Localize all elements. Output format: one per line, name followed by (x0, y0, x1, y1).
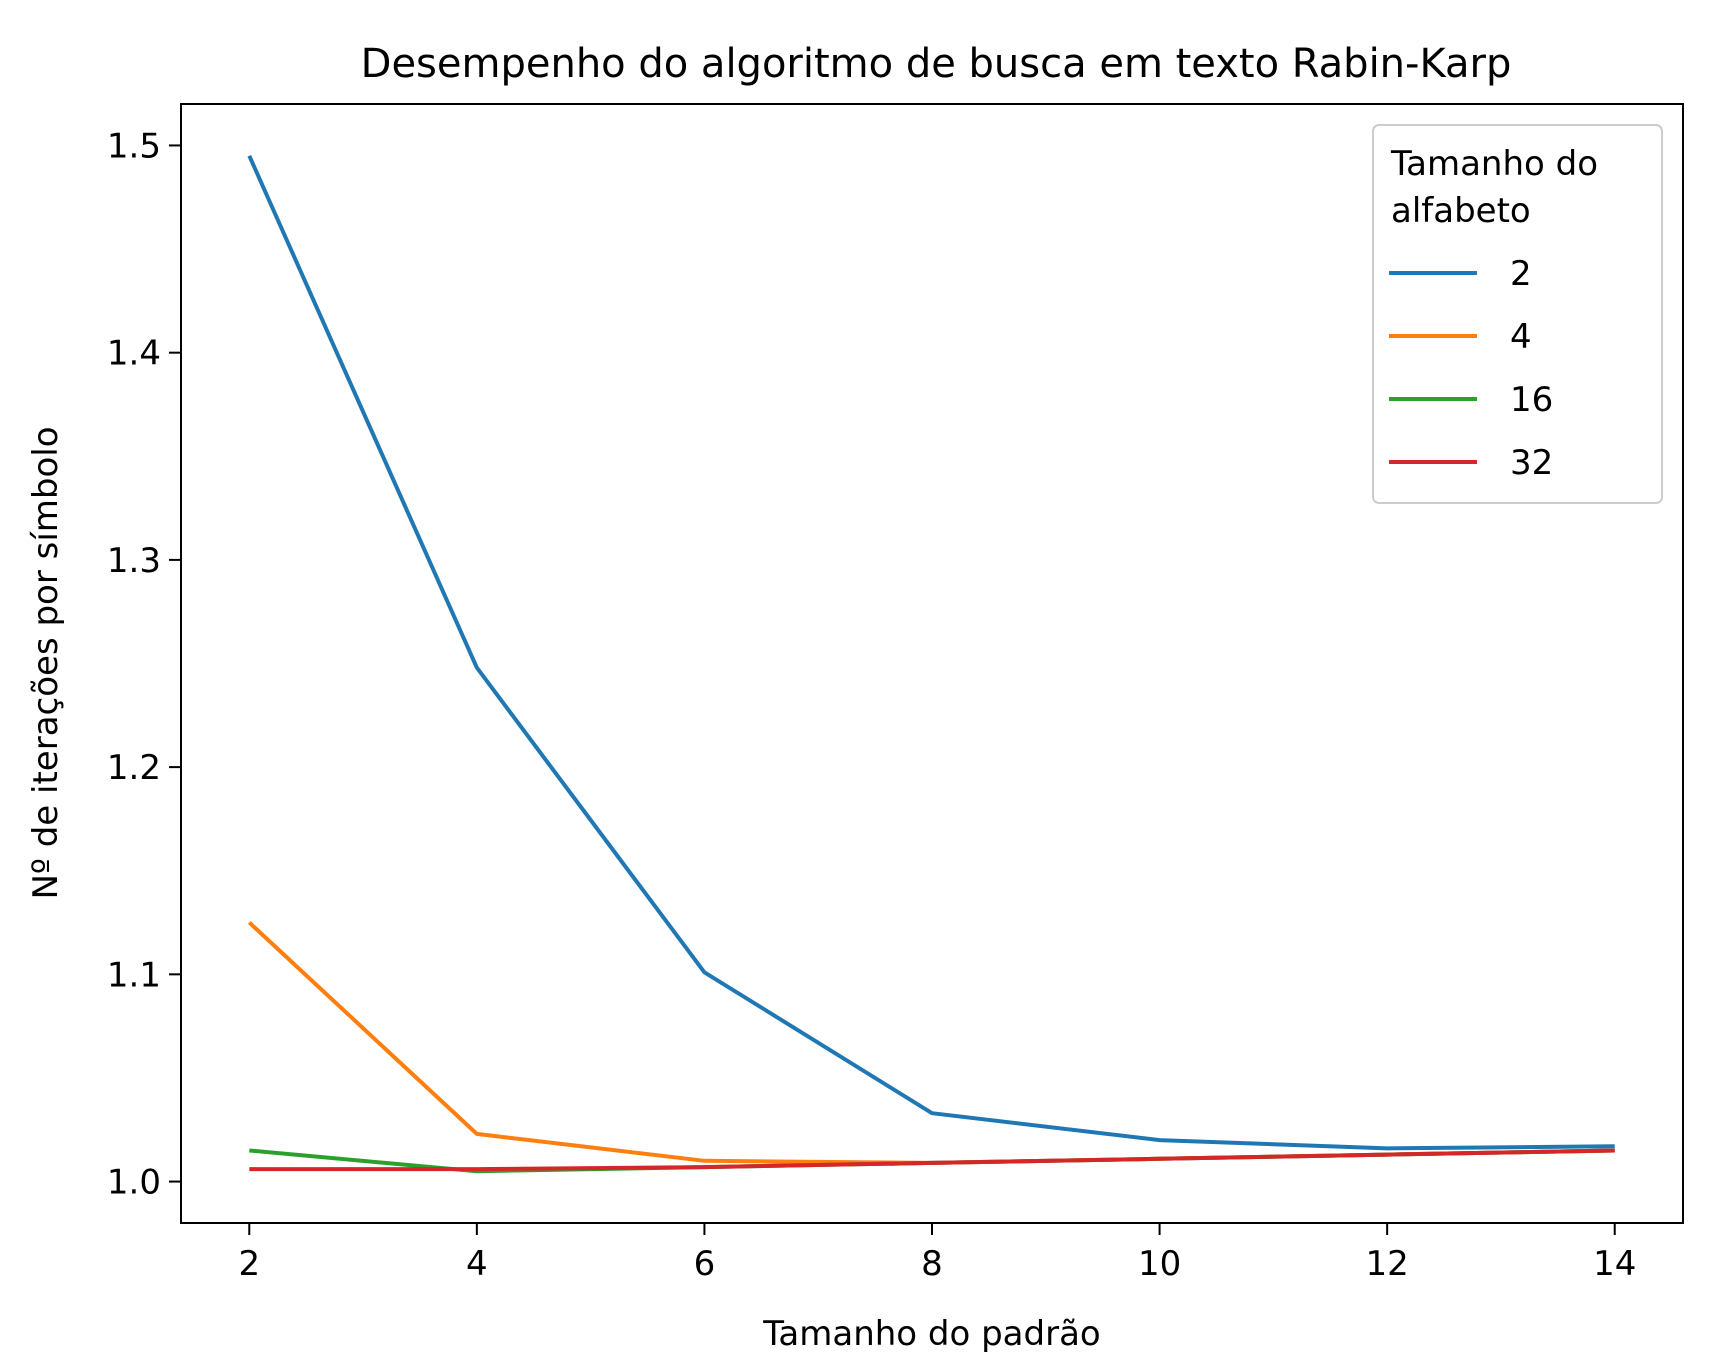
x-tick-label: 6 (694, 1244, 716, 1284)
x-tick-label: 4 (466, 1244, 488, 1284)
series-line-32 (249, 1148, 1615, 1172)
y-tick-label: 1.3 (107, 541, 161, 581)
y-axis-ticks: 1.0 1.1 1.2 1.3 1.4 1.5 (107, 126, 181, 1203)
y-tick-label: 1.2 (107, 748, 161, 788)
legend-title-line-2: alfabeto (1391, 191, 1531, 231)
y-tick-label: 1.0 (107, 1163, 161, 1203)
x-axis-label: Tamanho do padrão (762, 1314, 1100, 1354)
x-tick-label: 2 (238, 1244, 260, 1284)
legend: Tamanho do alfabeto 2 4 16 32 (1372, 124, 1663, 504)
legend-title-line-1: Tamanho do (1390, 144, 1598, 184)
legend-label-16: 16 (1510, 380, 1553, 420)
legend-entries: 2 4 16 32 (1389, 254, 1553, 483)
series-line-2 (247, 154, 1615, 1151)
plot-lines (247, 154, 1615, 1174)
y-axis-label: Nº de iterações por símbolo (26, 426, 66, 899)
legend-box (1372, 124, 1663, 504)
x-tick-label: 12 (1366, 1244, 1409, 1284)
y-tick-label: 1.1 (107, 955, 161, 995)
x-tick-label: 14 (1593, 1244, 1636, 1284)
x-tick-label: 10 (1138, 1244, 1181, 1284)
y-tick-label: 1.4 (107, 334, 161, 374)
chart-title: Desempenho do algoritmo de busca em text… (361, 41, 1512, 87)
legend-label-4: 4 (1510, 317, 1532, 357)
y-tick-label: 1.5 (107, 126, 161, 166)
legend-label-2: 2 (1510, 254, 1532, 294)
legend-label-32: 32 (1510, 443, 1553, 483)
x-axis-ticks: 2 4 6 8 10 12 14 (238, 1223, 1636, 1284)
x-tick-label: 8 (921, 1244, 943, 1284)
